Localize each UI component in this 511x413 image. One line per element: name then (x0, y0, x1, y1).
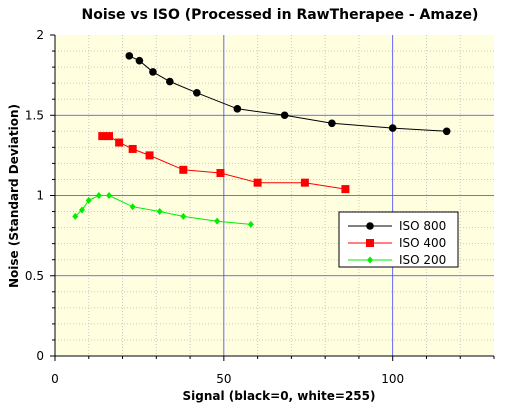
legend-box (338, 211, 459, 268)
y-tick-label: 2 (36, 28, 44, 42)
y-tick-label: 1.5 (25, 108, 44, 122)
data-point-iso-400 (253, 178, 262, 187)
series-line-iso-800 (129, 55, 447, 132)
data-point-iso-200 (95, 192, 102, 199)
data-point-iso-400 (341, 185, 350, 194)
x-tick-label: 100 (381, 372, 404, 386)
data-point-iso-400 (145, 151, 154, 160)
data-point-iso-200 (180, 212, 187, 220)
chart-title: Noise vs ISO (Processed in RawTherapee -… (82, 7, 479, 23)
data-point-iso-800 (149, 68, 157, 76)
data-point-iso-200 (247, 220, 254, 228)
data-point-iso-200 (79, 206, 86, 214)
x-tick-label: 0 (51, 372, 59, 386)
data-point-iso-200 (106, 192, 113, 199)
data-point-iso-400 (179, 165, 188, 174)
data-point-iso-800 (233, 105, 242, 113)
legend-label-iso-800: ISO 800 (399, 219, 446, 233)
data-point-iso-800 (193, 88, 201, 97)
series-layer (72, 52, 451, 228)
legend-marker-iso-800 (366, 222, 374, 230)
data-point-iso-800 (328, 119, 336, 128)
data-point-iso-400 (216, 169, 225, 178)
tick-labels: 0 50 100 0 0.5 1 1.5 2 (25, 28, 404, 386)
data-point-iso-200 (72, 212, 79, 220)
data-point-iso-200 (129, 203, 136, 211)
series-iso-800 (125, 52, 451, 136)
y-tick-label: 1 (36, 189, 44, 203)
y-axis-label: Noise (Standard Deviation) (7, 104, 21, 288)
data-point-iso-400 (115, 138, 124, 147)
legend: ISO 800 ISO 400 ISO 200 (338, 211, 459, 268)
axes (50, 34, 495, 361)
legend-label-iso-200: ISO 200 (399, 253, 446, 267)
series-iso-200 (72, 192, 254, 228)
data-point-iso-800 (125, 52, 134, 60)
major-grid (55, 35, 494, 356)
y-tick-label: 0.5 (25, 269, 44, 283)
data-point-iso-400 (105, 132, 114, 141)
x-tick-label: 50 (216, 372, 231, 386)
legend-marker-iso-200 (367, 256, 373, 264)
x-axis-label: Signal (black=0, white=255) (182, 389, 375, 403)
series-line-iso-200 (74, 195, 251, 225)
data-point-iso-400 (300, 178, 309, 187)
data-point-iso-800 (166, 77, 174, 86)
data-point-iso-800 (388, 124, 397, 132)
data-point-iso-800 (280, 111, 289, 120)
data-point-iso-200 (156, 208, 163, 216)
data-point-iso-200 (214, 217, 221, 225)
legend-label-iso-400: ISO 400 (399, 236, 446, 250)
y-tick-label: 0 (36, 349, 44, 363)
data-point-iso-200 (85, 196, 92, 204)
data-point-iso-800 (442, 127, 451, 136)
minor-grid (55, 35, 494, 356)
series-iso-400 (98, 132, 350, 194)
data-point-iso-400 (128, 144, 137, 153)
series-line-iso-400 (102, 135, 346, 190)
data-point-iso-800 (135, 56, 144, 65)
data-point-iso-400 (98, 132, 107, 141)
legend-marker-iso-400 (366, 239, 374, 247)
